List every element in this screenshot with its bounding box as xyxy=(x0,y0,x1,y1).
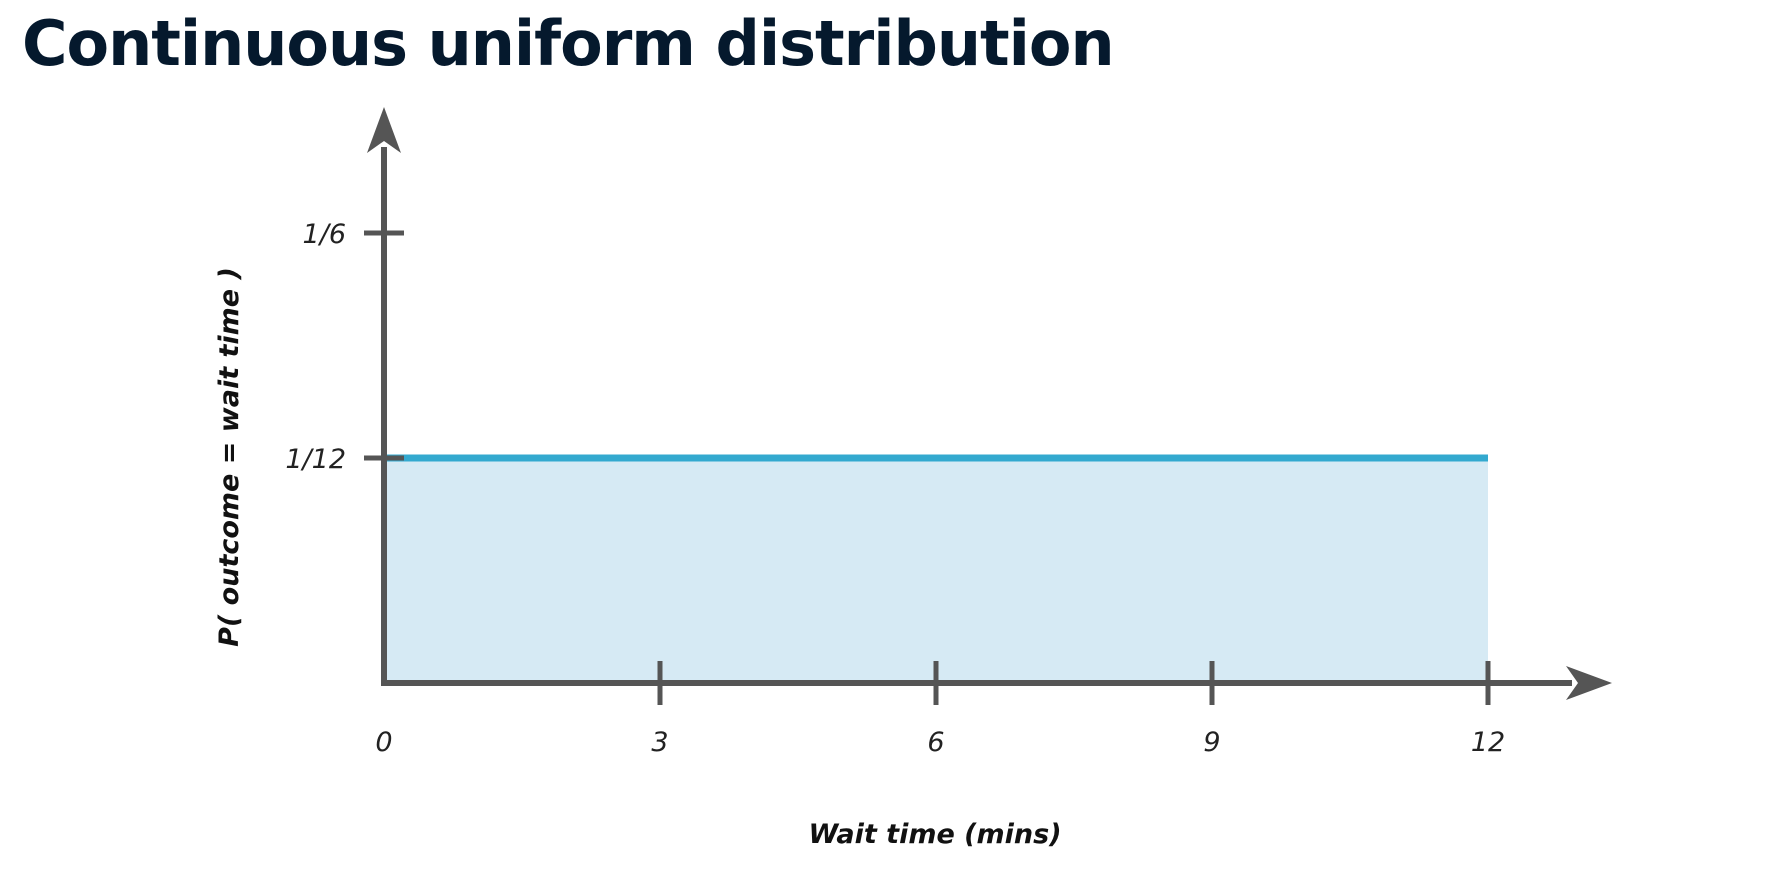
y-tick-label: 1/12 xyxy=(285,444,346,475)
y-axis-arrow xyxy=(367,107,401,153)
x-tick-label: 6 xyxy=(927,727,944,758)
label-layer: 0 3 6 9 12 1/12 1/6 Wait time (mins) P( outcome … xyxy=(214,219,1505,850)
y-axis-title: P( outcome = wait time ) xyxy=(214,267,245,647)
x-tick-label: 12 xyxy=(1471,727,1505,758)
x-axis-arrow xyxy=(1566,666,1612,700)
area-layer xyxy=(384,454,1488,683)
density-area xyxy=(384,458,1488,683)
x-tick-label: 3 xyxy=(651,727,668,758)
x-tick-label: 9 xyxy=(1203,727,1220,758)
y-tick-label: 1/6 xyxy=(303,219,346,250)
x-axis-title: Wait time (mins) xyxy=(808,819,1061,850)
x-tick-label: 0 xyxy=(375,727,392,758)
axis-layer xyxy=(364,107,1612,705)
page-title: Continuous uniform distribution xyxy=(22,7,1115,80)
